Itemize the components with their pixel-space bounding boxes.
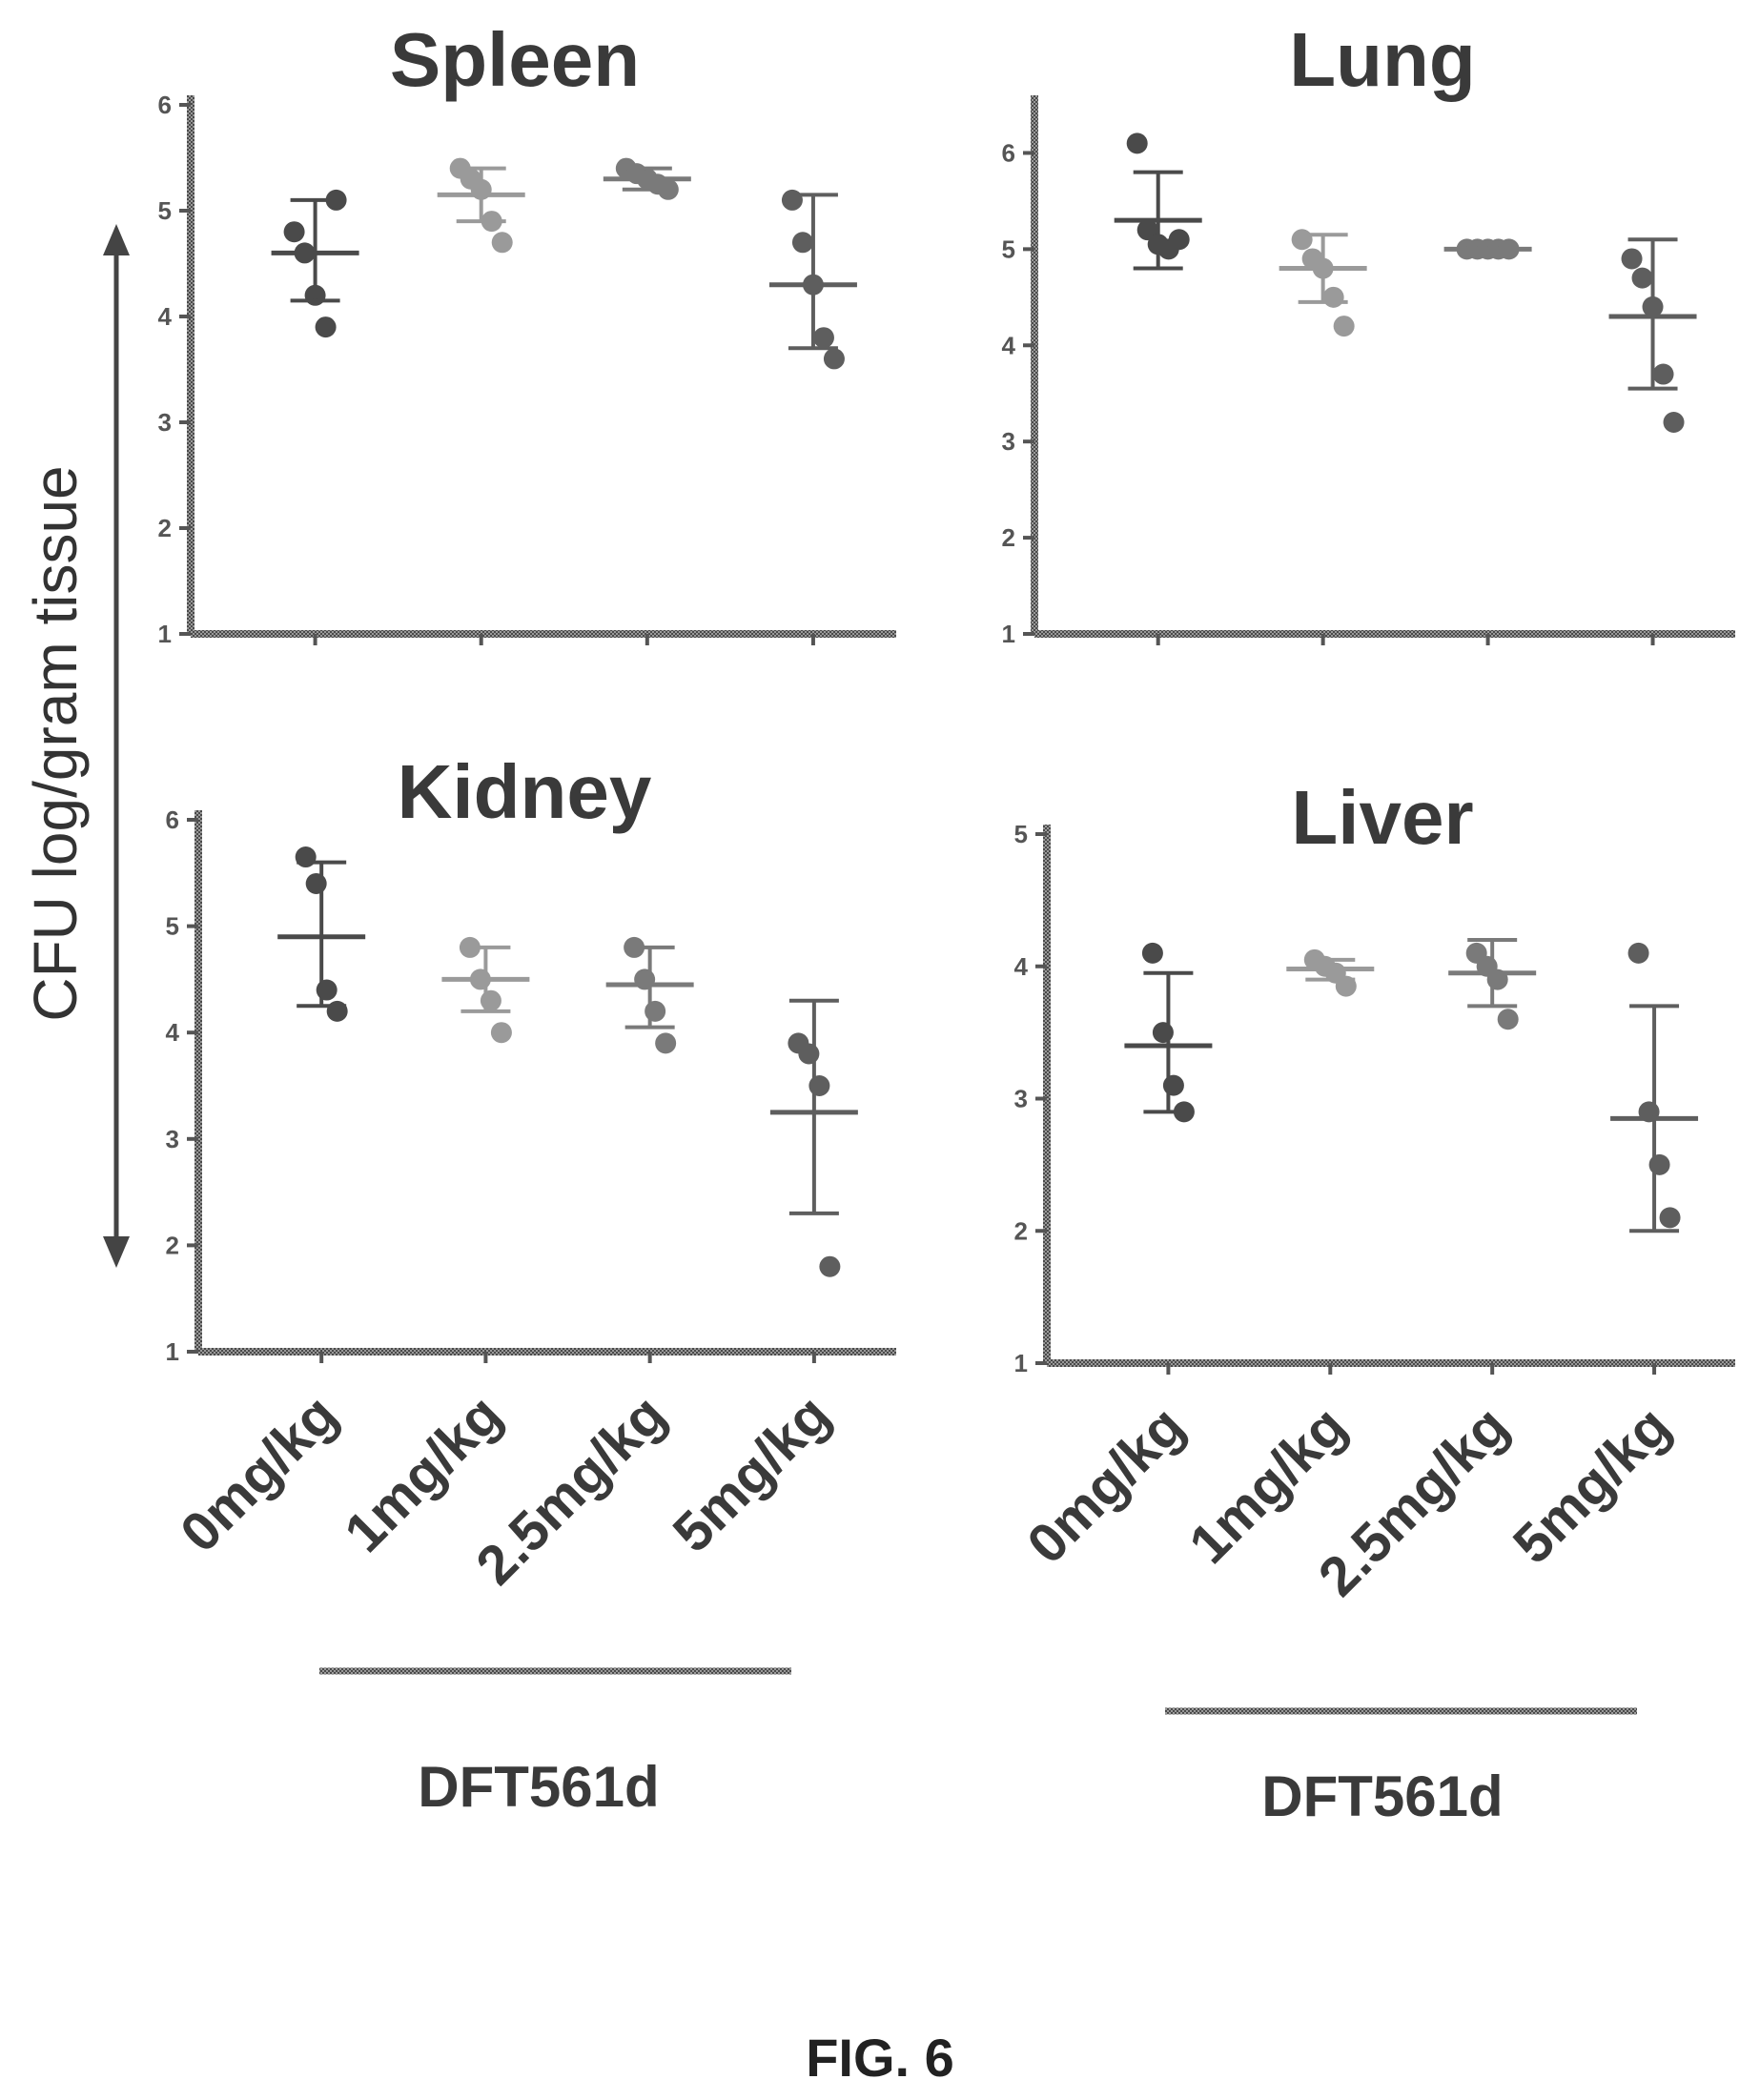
y-tick-label: 5 <box>166 912 179 941</box>
data-point <box>316 979 338 1001</box>
category-label: 0mg/kg <box>1015 1395 1197 1576</box>
data-point <box>823 348 845 370</box>
data-point <box>808 1075 830 1096</box>
data-point <box>1162 1074 1184 1096</box>
data-point <box>315 316 337 338</box>
data-point <box>1136 219 1158 241</box>
y-axis-label: CFU log/gram tissue <box>21 465 90 1021</box>
category-label: 0mg/kg <box>169 1383 350 1564</box>
group-label-left: DFT561d <box>418 1755 659 1819</box>
y-tick-label: 5 <box>1014 820 1028 848</box>
data-point <box>283 221 305 243</box>
panel-1: Lung 1 2 3 4 5 6 <box>1002 17 1735 648</box>
data-point <box>819 1255 841 1277</box>
data-point <box>490 1022 512 1044</box>
y-arrow-down-icon <box>103 1236 130 1268</box>
data-point <box>305 872 327 894</box>
data-point <box>1152 1022 1174 1044</box>
data-point <box>1322 286 1344 308</box>
data-point <box>1648 1153 1670 1175</box>
y-tick-label: 4 <box>1002 331 1016 359</box>
y-tick-label: 3 <box>1002 427 1015 456</box>
y-tick-label: 1 <box>166 1337 179 1366</box>
data-point <box>781 189 803 211</box>
y-tick-label: 3 <box>158 408 172 437</box>
data-point <box>1497 1009 1519 1030</box>
y-tick-label: 1 <box>1002 620 1015 648</box>
y-tick-label: 1 <box>158 620 172 648</box>
data-point <box>1631 267 1653 289</box>
data-point <box>1627 942 1649 964</box>
panels: Spleen 1 2 3 4 5 6 Lung 1 2 3 4 5 6 Kidney 1 2 3 4 5 6 0mg/kg… <box>158 17 1735 1608</box>
data-point <box>1663 412 1685 433</box>
y-tick-label: 6 <box>166 805 179 834</box>
y-tick-label: 6 <box>1002 138 1015 167</box>
data-point <box>1168 229 1190 251</box>
data-point <box>491 232 513 254</box>
panel-title: Lung <box>1289 17 1475 102</box>
data-point <box>480 989 501 1011</box>
category-label: 5mg/kg <box>662 1383 843 1564</box>
data-point <box>326 1000 348 1022</box>
data-point <box>812 327 834 349</box>
data-point <box>791 232 813 254</box>
data-point <box>295 846 317 868</box>
y-tick-label: 2 <box>166 1231 179 1259</box>
y-tick-label: 6 <box>158 91 172 119</box>
figure-caption: FIG. 6 <box>806 2028 954 2088</box>
data-point <box>798 1043 820 1065</box>
y-tick-label: 5 <box>158 196 172 225</box>
panel-0: Spleen 1 2 3 4 5 6 <box>158 17 896 648</box>
panel-title: Spleen <box>390 17 640 102</box>
y-tick-label: 2 <box>1002 523 1015 552</box>
data-point <box>1141 942 1163 964</box>
y-tick-label: 3 <box>166 1125 179 1153</box>
y-tick-label: 3 <box>1014 1085 1028 1113</box>
y-tick-label: 4 <box>166 1018 180 1047</box>
y-tick-label: 1 <box>1014 1349 1028 1377</box>
data-point <box>1126 133 1148 154</box>
data-point <box>1659 1207 1681 1229</box>
data-point <box>1291 229 1313 251</box>
panel-title: Kidney <box>398 749 652 834</box>
y-axis-label-group: CFU log/gram tissue <box>21 224 130 1268</box>
data-point <box>645 1000 666 1022</box>
panel-title: Liver <box>1291 775 1473 860</box>
y-tick-label: 2 <box>158 514 172 542</box>
y-arrow-up-icon <box>103 224 130 255</box>
y-tick-label: 2 <box>1014 1216 1028 1245</box>
group-labels: DFT561d DFT561d <box>319 1667 1637 1828</box>
y-tick-label: 4 <box>158 302 173 331</box>
data-point <box>1652 363 1674 385</box>
y-tick-label: 4 <box>1014 952 1029 981</box>
data-point <box>1333 316 1355 337</box>
data-point <box>1621 248 1643 270</box>
category-label: 5mg/kg <box>1502 1395 1683 1576</box>
y-tick-label: 5 <box>1002 234 1015 263</box>
data-point <box>655 1032 677 1054</box>
group-label-right: DFT561d <box>1261 1764 1503 1828</box>
